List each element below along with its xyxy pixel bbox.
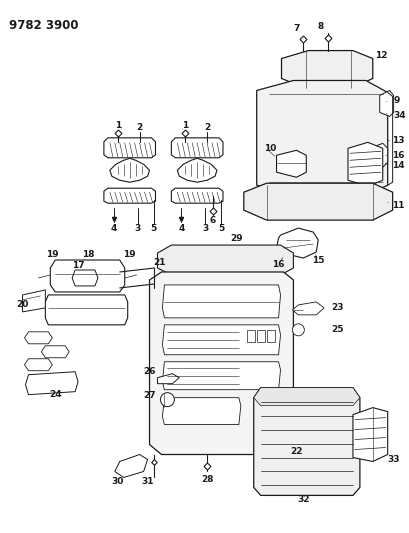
Text: 17: 17 (72, 261, 84, 270)
Text: 2: 2 (203, 123, 210, 132)
Text: 1: 1 (182, 121, 188, 130)
Polygon shape (281, 51, 372, 88)
Polygon shape (72, 270, 98, 286)
Text: 3: 3 (134, 224, 140, 232)
Polygon shape (115, 455, 147, 478)
Text: 33: 33 (387, 455, 399, 464)
Text: 9: 9 (393, 96, 399, 105)
Text: 6: 6 (209, 216, 216, 224)
Polygon shape (253, 387, 359, 495)
Polygon shape (149, 272, 293, 455)
Text: 15: 15 (311, 255, 324, 264)
Polygon shape (162, 398, 240, 425)
Text: 5: 5 (217, 224, 224, 232)
Polygon shape (103, 188, 155, 203)
Polygon shape (352, 408, 387, 462)
Polygon shape (25, 372, 78, 394)
Text: 7: 7 (292, 24, 299, 33)
Polygon shape (157, 374, 179, 384)
Text: 2: 2 (136, 123, 142, 132)
Text: 18: 18 (81, 249, 94, 259)
Polygon shape (256, 330, 264, 342)
Circle shape (292, 324, 303, 336)
Text: 9782 3900: 9782 3900 (9, 19, 78, 31)
Text: 1: 1 (115, 121, 121, 130)
Polygon shape (177, 158, 216, 182)
Text: 11: 11 (391, 200, 403, 209)
Text: 13: 13 (391, 136, 403, 145)
Polygon shape (25, 359, 52, 371)
Polygon shape (162, 285, 280, 318)
Text: 19: 19 (123, 249, 136, 259)
Polygon shape (50, 260, 124, 292)
Text: 25: 25 (330, 325, 343, 334)
Text: 19: 19 (46, 249, 58, 259)
Polygon shape (347, 142, 382, 186)
Polygon shape (276, 150, 306, 177)
Text: 4: 4 (110, 224, 117, 232)
Polygon shape (103, 138, 155, 158)
Text: 26: 26 (143, 367, 155, 376)
Polygon shape (379, 91, 393, 116)
Text: 24: 24 (49, 390, 61, 399)
Text: 20: 20 (16, 301, 29, 309)
Text: 16: 16 (272, 260, 284, 269)
Text: 12: 12 (375, 51, 387, 60)
Polygon shape (276, 228, 317, 258)
Polygon shape (110, 158, 149, 182)
Text: 3: 3 (202, 224, 208, 232)
Polygon shape (171, 138, 222, 158)
Polygon shape (45, 295, 127, 325)
Text: 16: 16 (391, 151, 403, 160)
Text: 32: 32 (297, 495, 309, 504)
Polygon shape (171, 188, 222, 203)
Text: 30: 30 (111, 477, 124, 486)
Polygon shape (162, 325, 280, 355)
Text: 34: 34 (393, 111, 405, 120)
Polygon shape (162, 362, 280, 390)
Polygon shape (246, 330, 254, 342)
Polygon shape (41, 346, 69, 358)
Polygon shape (22, 290, 45, 312)
Text: 4: 4 (178, 224, 184, 232)
Polygon shape (25, 332, 52, 344)
Text: 22: 22 (290, 447, 302, 456)
Text: 10: 10 (264, 144, 276, 153)
Text: 21: 21 (153, 257, 165, 266)
Polygon shape (292, 302, 324, 315)
Polygon shape (256, 80, 387, 195)
Text: 8: 8 (316, 22, 323, 31)
Text: 14: 14 (391, 161, 403, 170)
Circle shape (160, 393, 174, 407)
Polygon shape (253, 387, 359, 406)
Polygon shape (243, 183, 392, 220)
Text: 27: 27 (143, 391, 155, 400)
Text: 28: 28 (200, 475, 213, 484)
Polygon shape (369, 143, 387, 167)
Polygon shape (266, 330, 274, 342)
Text: 29: 29 (230, 233, 243, 243)
Text: 5: 5 (150, 224, 156, 232)
Text: 31: 31 (141, 477, 153, 486)
Polygon shape (157, 245, 293, 275)
Text: 23: 23 (330, 303, 343, 312)
